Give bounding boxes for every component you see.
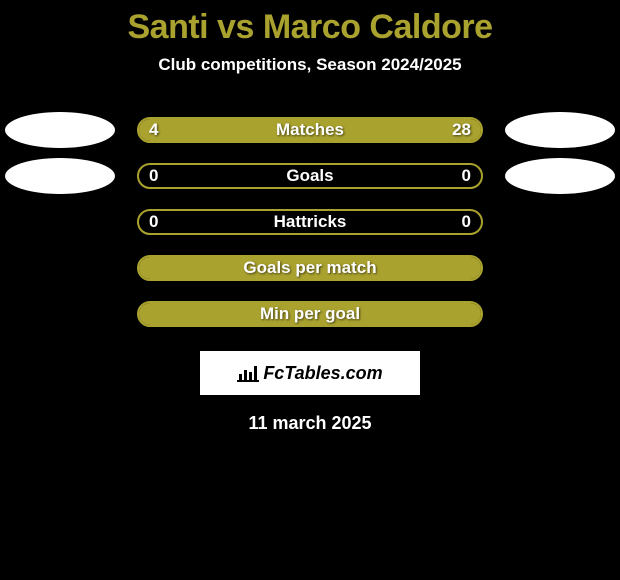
player-left-avatar	[5, 112, 115, 148]
logo-text: FcTables.com	[263, 363, 382, 384]
comparison-card: Santi vs Marco Caldore Club competitions…	[0, 0, 620, 580]
stat-label: Hattricks	[274, 212, 347, 232]
logo: FcTables.com	[237, 363, 382, 384]
stat-label: Goals	[286, 166, 333, 186]
date: 11 march 2025	[0, 413, 620, 434]
stat-bar: 0 Hattricks 0	[137, 209, 483, 235]
stat-row: 4 Matches 28	[0, 107, 620, 153]
stat-value-right: 0	[462, 212, 471, 232]
stat-value-left: 4	[149, 120, 158, 140]
logo-box: FcTables.com	[200, 351, 420, 395]
stat-value-left: 0	[149, 212, 158, 232]
stat-label: Min per goal	[260, 304, 360, 324]
stat-row: 0 Hattricks 0	[0, 199, 620, 245]
stats-list: 4 Matches 28 0 Goals 0 0 Hattricks 0 Goals per ma…	[0, 107, 620, 337]
stat-row: Min per goal	[0, 291, 620, 337]
stat-row: Goals per match	[0, 245, 620, 291]
player-right-avatar	[505, 112, 615, 148]
stat-label: Goals per match	[243, 258, 376, 278]
stat-value-right: 28	[452, 120, 471, 140]
subtitle: Club competitions, Season 2024/2025	[0, 55, 620, 75]
stat-bar: Min per goal	[137, 301, 483, 327]
stat-bar: 0 Goals 0	[137, 163, 483, 189]
player-right-avatar	[505, 158, 615, 194]
stat-row: 0 Goals 0	[0, 153, 620, 199]
player-left-avatar	[5, 158, 115, 194]
stat-bar: Goals per match	[137, 255, 483, 281]
chart-icon	[237, 364, 259, 382]
stat-label: Matches	[276, 120, 344, 140]
stat-value-right: 0	[462, 166, 471, 186]
page-title: Santi vs Marco Caldore	[0, 8, 620, 47]
stat-value-left: 0	[149, 166, 158, 186]
stat-bar: 4 Matches 28	[137, 117, 483, 143]
